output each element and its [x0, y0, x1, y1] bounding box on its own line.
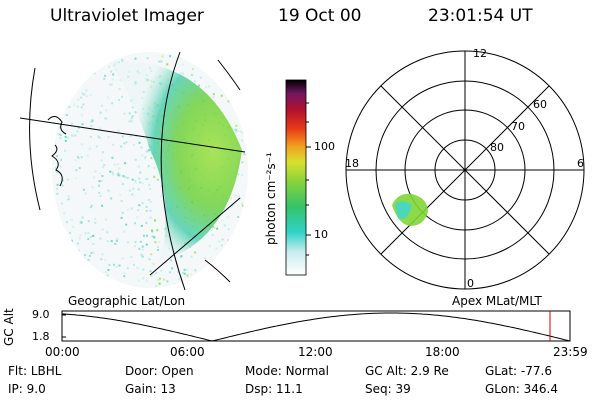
mlt-label-0: 0 — [467, 277, 474, 290]
status-dsp: Dsp: 11.1 — [245, 382, 303, 396]
status-glat: GLat: -77.6 — [485, 364, 552, 378]
altitude-plot — [61, 310, 571, 342]
status-ip: IP: 9.0 — [8, 382, 46, 396]
status-flt: Flt: LBHL — [8, 364, 62, 378]
mlt-label-6: 6 — [577, 157, 584, 170]
alt-xtick-0000: 00:00 — [45, 345, 80, 359]
colorbar-tick-100: 100 — [314, 140, 335, 153]
polar-panel-label: Apex MLat/MLT — [452, 294, 542, 308]
alt-xtick-0600: 06:00 — [170, 345, 205, 359]
date-label: 19 Oct 00 — [278, 6, 362, 26]
alt-xtick-1800: 18:00 — [425, 345, 460, 359]
alt-ytick-9: 9.0 — [32, 308, 50, 321]
colorbar — [286, 80, 306, 275]
status-gc-alt: GC Alt: 2.9 Re — [365, 364, 449, 378]
status-mode: Mode: Normal — [245, 364, 329, 378]
mlat-label-60: 60 — [533, 98, 547, 111]
app-title: Ultraviolet Imager — [50, 6, 204, 26]
mlt-label-12: 12 — [473, 47, 487, 60]
mlt-label-18: 18 — [345, 157, 359, 170]
status-glon: GLon: 346.4 — [485, 382, 558, 396]
colorbar-tick-10: 10 — [314, 228, 328, 241]
geo-panel-label: Geographic Lat/Lon — [68, 294, 186, 308]
status-door: Door: Open — [125, 364, 194, 378]
alt-ytick-1-8: 1.8 — [32, 330, 50, 343]
mlat-label-80: 80 — [490, 141, 504, 154]
geo-image — [19, 51, 248, 291]
time-label: 23:01:54 UT — [428, 6, 533, 26]
colorbar-unit-label: photon cm⁻²s⁻¹ — [264, 152, 278, 245]
alt-ylabel: GC Alt — [2, 308, 16, 346]
alt-xtick-1200: 12:00 — [298, 345, 333, 359]
polar-plot — [345, 50, 585, 290]
status-seq: Seq: 39 — [365, 382, 411, 396]
status-gain: Gain: 13 — [125, 382, 176, 396]
alt-xtick-2359: 23:59 — [553, 345, 588, 359]
mlat-label-70: 70 — [511, 120, 525, 133]
